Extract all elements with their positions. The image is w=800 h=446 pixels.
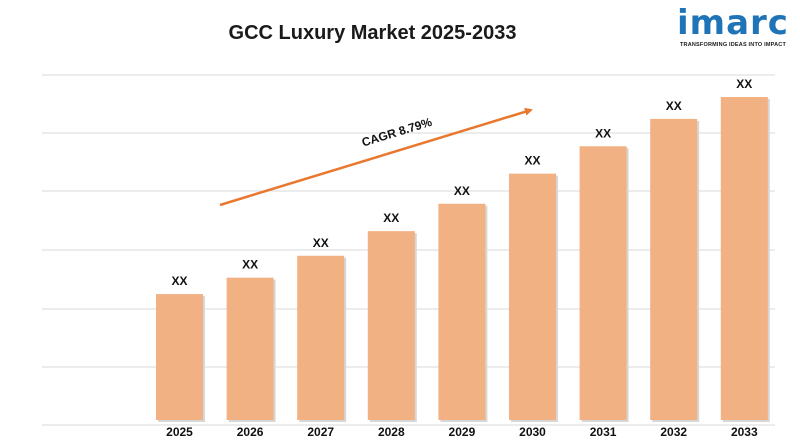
data-label: XX bbox=[383, 211, 399, 225]
data-label: XX bbox=[666, 99, 682, 113]
imarc-logo-text: imarc bbox=[677, 3, 789, 43]
brand-tagline: TRANSFORMING IDEAS INTO IMPACT bbox=[679, 42, 787, 48]
x-axis-ticks: 2025 2026 2027 2028 2029 2030 2031 2032 2033 bbox=[166, 425, 758, 439]
x-tick-label: 2026 bbox=[237, 425, 264, 439]
bars bbox=[156, 97, 770, 422]
data-label: XX bbox=[454, 184, 470, 198]
x-tick-label: 2030 bbox=[519, 425, 546, 439]
x-tick-label: 2031 bbox=[590, 425, 617, 439]
bar bbox=[226, 277, 274, 420]
data-label: XX bbox=[171, 274, 187, 288]
data-label: XX bbox=[313, 236, 329, 250]
data-label: XX bbox=[242, 258, 258, 272]
x-tick-label: 2028 bbox=[378, 425, 405, 439]
bar bbox=[650, 118, 698, 420]
bar bbox=[509, 173, 556, 420]
x-tick-label: 2029 bbox=[449, 425, 476, 439]
chart-title: GCC Luxury Market 2025-2033 bbox=[228, 22, 517, 44]
x-tick-label: 2032 bbox=[660, 425, 687, 439]
x-tick-label: 2025 bbox=[166, 425, 193, 439]
x-tick-label: 2033 bbox=[731, 425, 758, 439]
bar bbox=[297, 255, 345, 420]
x-tick-label: 2027 bbox=[307, 425, 334, 439]
bar bbox=[367, 231, 415, 420]
trend-arrow bbox=[219, 107, 533, 207]
bar bbox=[156, 294, 203, 420]
brand-logo: imarc TRANSFORMING IDEAS INTO IMPACT bbox=[672, 4, 794, 48]
data-labels: XX XX XX XX XX XX XX XX XX bbox=[171, 77, 752, 288]
data-label: XX bbox=[595, 126, 611, 140]
bar bbox=[438, 203, 486, 420]
bar bbox=[720, 97, 768, 420]
data-label: XX bbox=[736, 77, 752, 91]
bar bbox=[579, 146, 627, 420]
data-label: XX bbox=[524, 154, 540, 168]
